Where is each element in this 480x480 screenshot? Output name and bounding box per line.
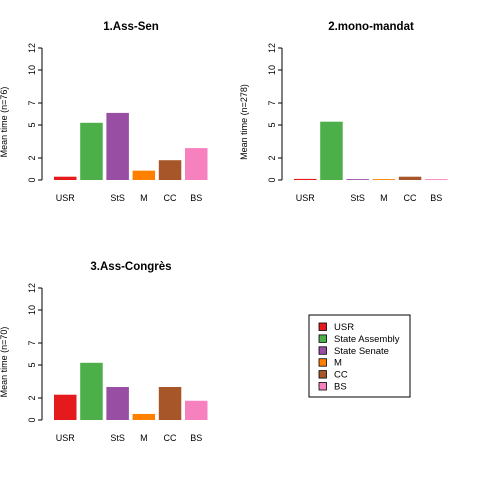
bar-bs — [185, 148, 208, 180]
y-tick-label: 12 — [27, 283, 37, 293]
bar-usr — [54, 394, 77, 420]
y-tick-label: 5 — [27, 362, 37, 367]
legend-label: M — [334, 358, 342, 369]
y-axis-label: Mean time (n=278) — [239, 84, 249, 160]
x-tick-label: M — [140, 193, 148, 203]
y-tick-label: 7 — [267, 100, 277, 105]
bar-state-senate — [346, 179, 369, 180]
y-axis-label: Mean time (n=76) — [0, 87, 9, 158]
bar-cc — [158, 387, 182, 420]
legend-swatch — [318, 370, 327, 379]
chart-title: 2.mono-mandat — [328, 21, 414, 33]
x-tick-label: M — [140, 433, 148, 443]
bar-state-assembly — [320, 121, 343, 180]
y-tick-label: 7 — [27, 340, 37, 345]
legend-label: BS — [334, 382, 347, 393]
y-tick-label: 10 — [27, 305, 37, 315]
y-tick-label: 2 — [267, 155, 277, 160]
bar-m — [132, 413, 156, 420]
x-tick-label: StS — [110, 433, 125, 443]
legend-swatch — [318, 346, 327, 355]
y-tick-label: 10 — [27, 65, 37, 75]
legend-swatch — [318, 322, 327, 331]
bar-usr — [294, 178, 317, 180]
x-tick-label: BS — [190, 193, 202, 203]
chart-title: 1.Ass-Sen — [103, 21, 159, 33]
bar-state-senate — [106, 387, 129, 420]
y-tick-label: 5 — [27, 122, 37, 127]
legend-swatch — [318, 382, 327, 391]
x-tick-label: StS — [110, 193, 125, 203]
bar-cc — [398, 176, 422, 180]
y-tick-label: 12 — [27, 43, 37, 53]
legend-swatch — [318, 334, 327, 343]
y-tick-label: 0 — [267, 177, 277, 182]
y-tick-label: 10 — [267, 65, 277, 75]
y-tick-label: 12 — [267, 43, 277, 53]
x-tick-label: M — [380, 193, 388, 203]
bar-m — [372, 179, 396, 180]
chart-panel-2: 2.mono-mandat 0 2 5 7 10 12 Mean time (n=278) US… — [239, 21, 448, 203]
legend-label: CC — [334, 370, 348, 381]
y-tick-label: 0 — [27, 417, 37, 422]
bar-state-assembly — [80, 362, 103, 420]
x-tick-label: StS — [350, 193, 365, 203]
bar-cc — [158, 160, 182, 180]
bar-bs — [425, 179, 448, 180]
y-axis-label: Mean time (n=70) — [0, 327, 9, 398]
y-tick-label: 7 — [27, 100, 37, 105]
x-tick-label: CC — [404, 193, 417, 203]
y-tick-label: 2 — [27, 155, 37, 160]
legend-label: USR — [334, 322, 354, 333]
x-tick-label: USR — [296, 193, 316, 203]
bar-state-senate — [106, 112, 129, 180]
bar-m — [132, 170, 156, 180]
bar-usr — [54, 176, 77, 180]
legend-swatch — [318, 358, 327, 367]
x-tick-label: BS — [190, 433, 202, 443]
y-tick-label: 2 — [27, 395, 37, 400]
bar-bs — [185, 400, 208, 420]
x-tick-label: USR — [56, 433, 76, 443]
x-tick-label: CC — [164, 193, 177, 203]
chart-panel-1: 1.Ass-Sen 0 2 5 7 10 12 Mean time (n=76) USR StS M… — [0, 21, 208, 203]
x-tick-label: USR — [56, 193, 76, 203]
legend-label: State Senate — [334, 346, 389, 357]
legend-label: State Assembly — [334, 334, 400, 345]
y-tick-label: 0 — [27, 177, 37, 182]
y-tick-label: 5 — [267, 122, 277, 127]
chart-title: 3.Ass-Congrès — [90, 261, 171, 273]
x-tick-label: BS — [430, 193, 442, 203]
chart-panel-3: 3.Ass-Congrès 0 2 5 7 10 12 Mean time (n=70) USR… — [0, 261, 208, 443]
x-tick-label: CC — [164, 433, 177, 443]
bar-state-assembly — [80, 122, 103, 180]
